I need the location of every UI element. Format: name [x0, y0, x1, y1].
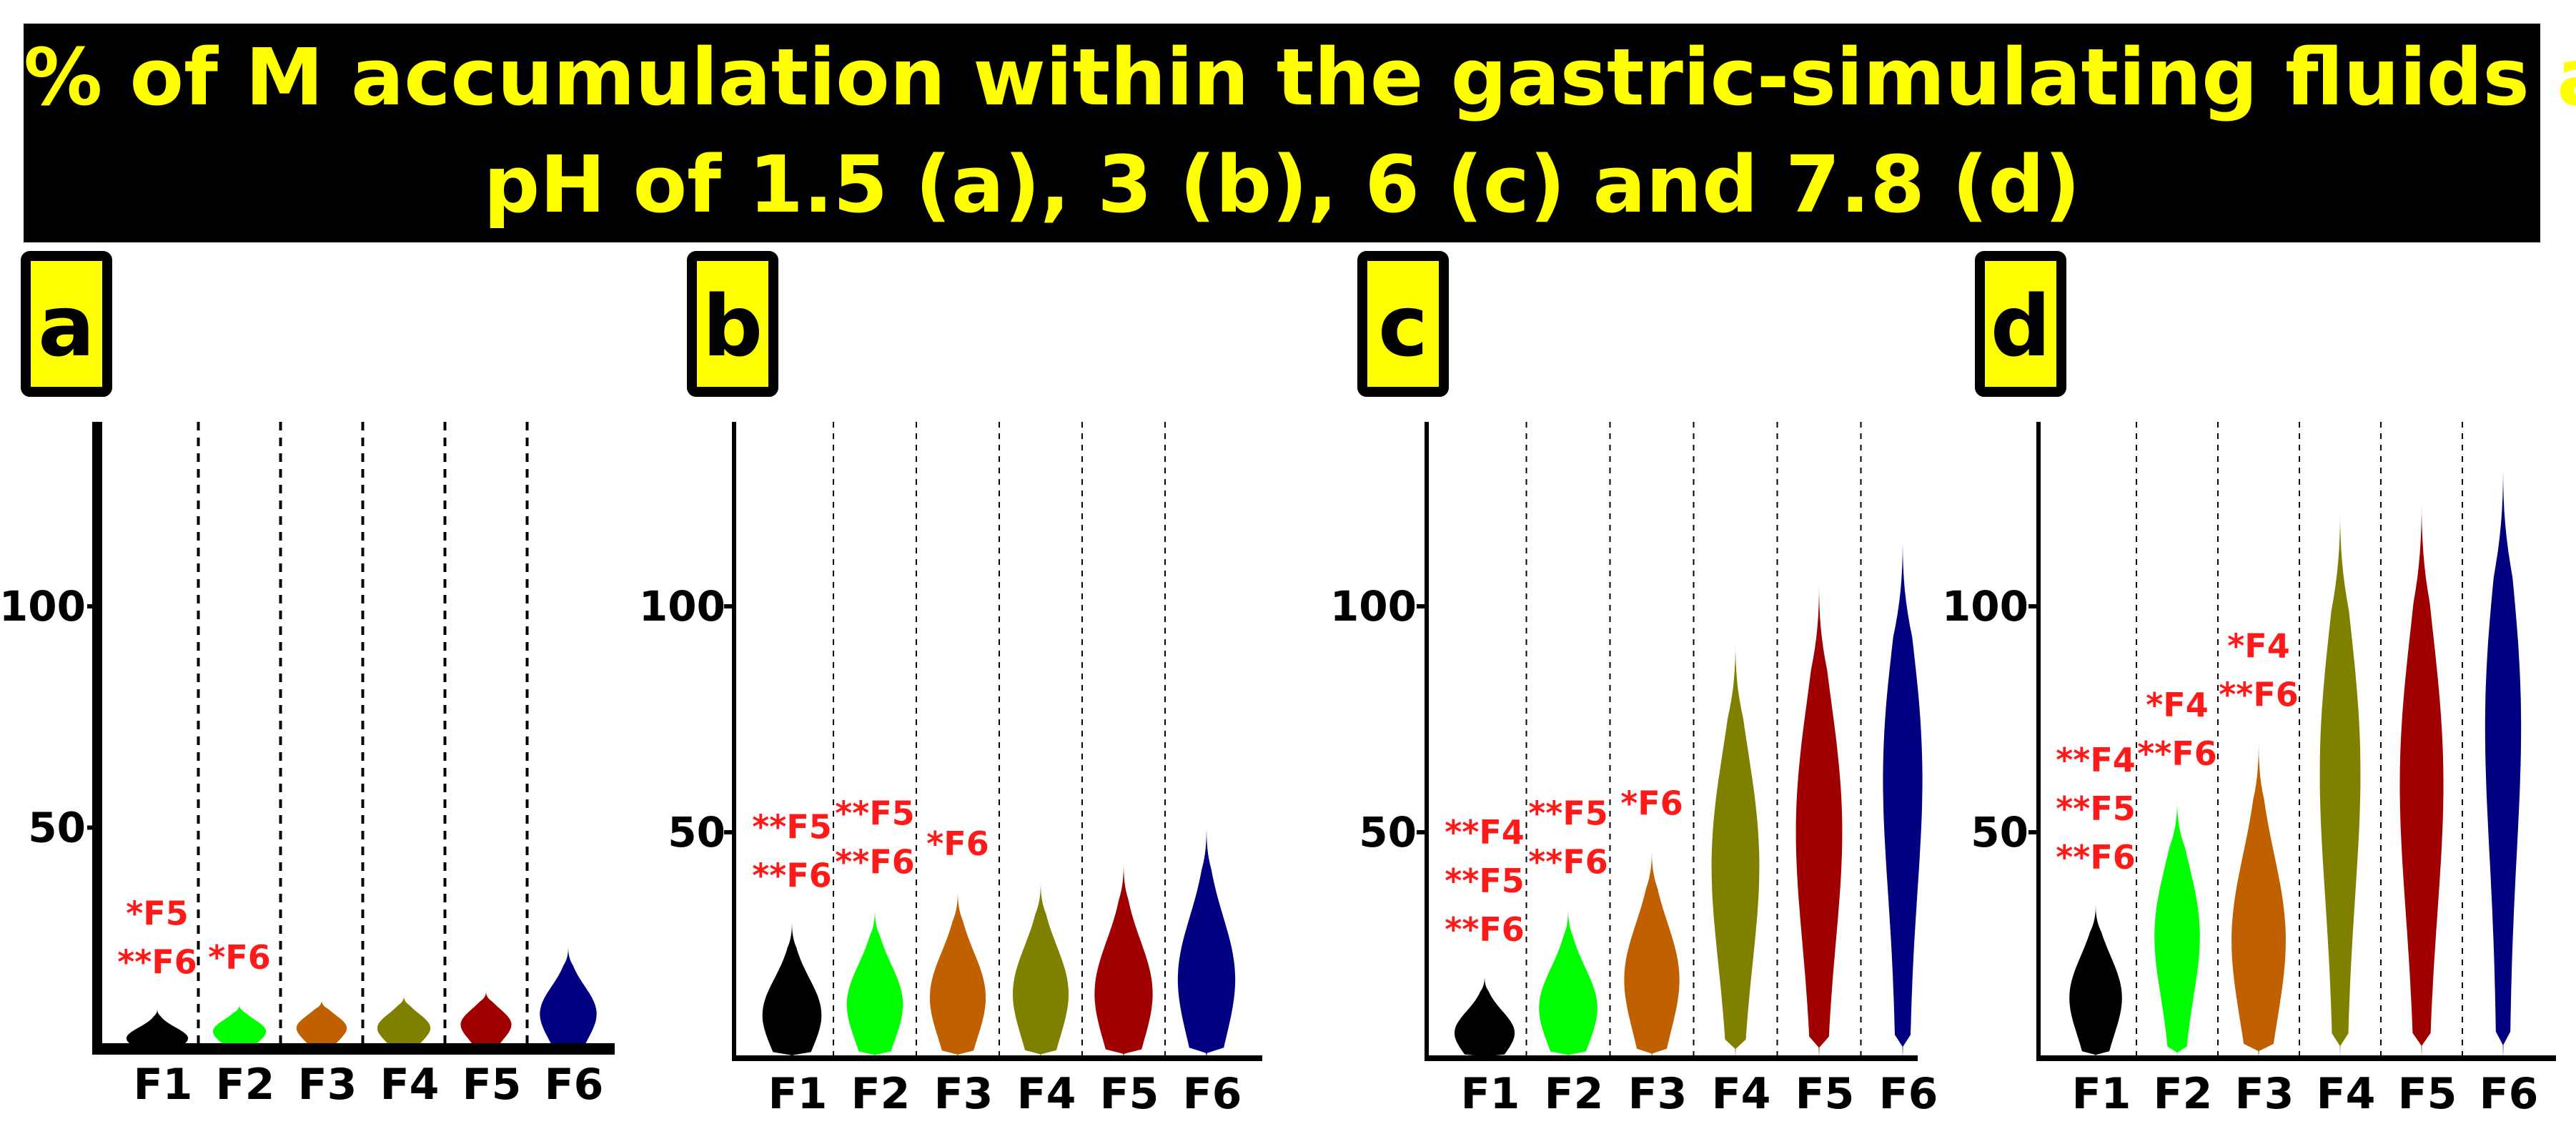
significance-label: *F6	[208, 938, 271, 977]
significance-label: **F5	[1528, 794, 1608, 832]
panel-badge	[687, 251, 778, 397]
violin-F3	[1624, 850, 1680, 1058]
y-tick-label: 50	[668, 808, 725, 857]
panel-letter: d	[1991, 277, 2051, 375]
significance-label: **F6	[1445, 910, 1525, 949]
significance-label: **F6	[1528, 842, 1608, 881]
significance-label: **F6	[2219, 676, 2299, 714]
violin-F2	[1539, 909, 1597, 1058]
panel-badge	[1975, 251, 2066, 397]
violin-F4	[1711, 642, 1760, 1058]
category-label-F1: F1	[1461, 1069, 1520, 1119]
violin-F5	[2399, 502, 2444, 1058]
violin-F3	[2231, 741, 2286, 1058]
significance-label: **F5	[1445, 862, 1525, 900]
category-label-F2: F2	[2154, 1069, 2213, 1119]
violin-F1	[762, 922, 822, 1058]
category-label-F4: F4	[380, 1060, 440, 1110]
category-label-F5: F5	[1795, 1069, 1855, 1119]
category-label-F6: F6	[1183, 1069, 1242, 1119]
violin-F6	[1177, 827, 1236, 1058]
category-label-F3: F3	[2235, 1069, 2294, 1119]
category-label-F3: F3	[1628, 1069, 1688, 1119]
figure-title-line-2: pH of 1.5 (a), 3 (b), 6 (c) and 7.8 (d)	[483, 139, 2081, 230]
y-tick-label: 100	[1942, 582, 2028, 631]
y-tick-label: 50	[1359, 808, 1417, 857]
y-tick-label: 100	[639, 582, 725, 631]
significance-label: **F4	[1445, 813, 1525, 852]
figure-title: % of M accumulation within the gastric-s…	[24, 24, 2576, 242]
significance-label: **F5	[835, 794, 915, 832]
category-label-F6: F6	[1879, 1069, 1938, 1119]
y-tick-label: 50	[1971, 808, 2028, 857]
significance-label: *F6	[926, 824, 989, 863]
panel-a: a 50 100 F1 F2 F3 F4 F5 F6 *F5 **F6 *F6	[0, 251, 615, 1110]
violin-F2	[846, 909, 903, 1058]
significance-label: **F4	[2056, 741, 2136, 779]
category-label-F5: F5	[1100, 1069, 1159, 1119]
violin-F2	[212, 1005, 267, 1049]
panel-letter: c	[1378, 277, 1428, 375]
category-label-F2: F2	[1545, 1069, 1604, 1119]
violin-F3	[296, 1000, 347, 1049]
violin-F4	[2319, 511, 2361, 1058]
violin-F4	[1013, 882, 1069, 1058]
y-tick-label: 50	[28, 804, 86, 852]
violin-F5	[1094, 864, 1153, 1058]
y-tick-label: 100	[0, 582, 86, 631]
significance-label: *F5	[126, 894, 189, 932]
category-label-F4: F4	[1712, 1069, 1771, 1119]
panel-badge	[1357, 251, 1449, 397]
violin-F1	[126, 1009, 189, 1049]
category-label-F2: F2	[851, 1069, 911, 1119]
violin-F4	[377, 995, 431, 1049]
figure-title-line-1: % of M accumulation within the gastric-s…	[24, 31, 2576, 123]
panel-badge	[21, 251, 112, 397]
significance-label: **F5	[752, 807, 832, 846]
significance-label: **F6	[2056, 838, 2136, 877]
category-label-F5: F5	[2398, 1069, 2457, 1119]
category-label-F6: F6	[545, 1060, 604, 1110]
significance-label: *F6	[1620, 784, 1683, 822]
panel-letter: b	[703, 277, 763, 375]
violin-F6	[540, 947, 597, 1049]
category-label-F1: F1	[768, 1069, 828, 1119]
category-label-F1: F1	[134, 1060, 193, 1110]
category-label-F3: F3	[298, 1060, 357, 1110]
violin-F2	[2154, 800, 2200, 1058]
violin-F1	[1455, 977, 1515, 1058]
category-label-F4: F4	[2317, 1069, 2376, 1119]
panel-letter: a	[38, 277, 95, 375]
category-label-F5: F5	[462, 1060, 522, 1110]
significance-label: *F4	[2227, 627, 2290, 666]
significance-label: **F6	[2137, 734, 2217, 773]
violin-F3	[929, 891, 986, 1058]
category-label-F6: F6	[2480, 1069, 2539, 1119]
category-label-F1: F1	[2072, 1069, 2131, 1119]
significance-label: **F6	[117, 942, 197, 981]
y-tick-label: 100	[1330, 582, 1417, 631]
significance-label: **F5	[2056, 789, 2136, 828]
category-label-F2: F2	[216, 1060, 275, 1110]
category-label-F3: F3	[934, 1069, 994, 1119]
violin-F6	[2485, 470, 2522, 1058]
significance-label: **F6	[752, 856, 832, 894]
violin-F5	[1795, 583, 1843, 1058]
violin-F1	[2069, 904, 2122, 1058]
significance-label: **F6	[835, 842, 915, 881]
violin-F6	[1883, 543, 1923, 1058]
category-label-F4: F4	[1017, 1069, 1076, 1119]
violin-F5	[460, 991, 512, 1049]
significance-label: *F4	[2146, 686, 2209, 724]
